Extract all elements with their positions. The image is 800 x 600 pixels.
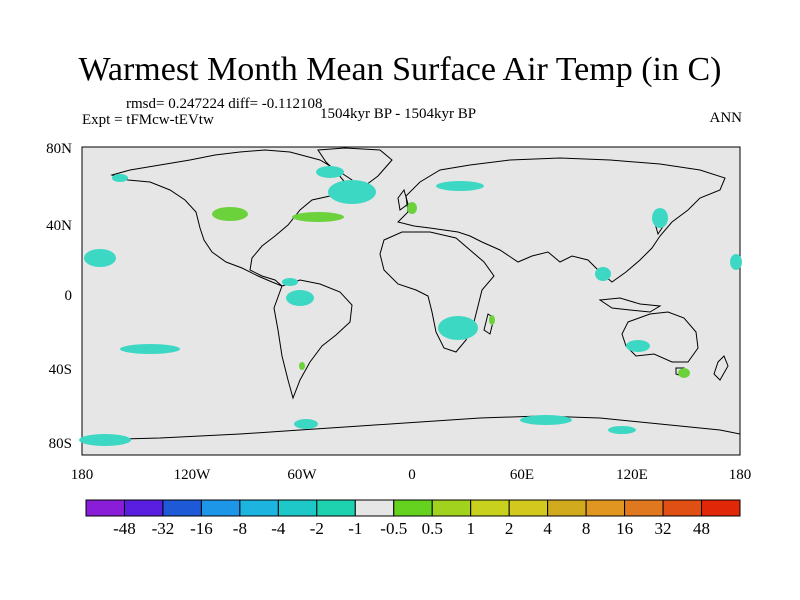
lon-tick-120w: 120W <box>173 467 211 483</box>
anomaly-patch-southern-ocean-mid <box>294 419 318 429</box>
colorbar-swatch-7 <box>354 499 395 517</box>
colorbar-label: 2 <box>504 519 514 538</box>
anomaly-patch-pacific-north <box>120 344 180 354</box>
lon-tick-0: 0 <box>408 467 416 483</box>
colorbar-label: -8 <box>232 519 247 538</box>
coastline-africa <box>379 231 495 353</box>
colorbar-swatch-1 <box>123 499 164 517</box>
colorbar-label: 8 <box>581 519 591 538</box>
coastline-north-america <box>110 149 353 287</box>
anomaly-patch-east-asia <box>652 208 668 228</box>
anomaly-patch-madagascar <box>489 315 495 325</box>
colorbar-swatch-3 <box>200 499 241 517</box>
experiment-line: Expt = tFMcw-tEVtw <box>82 112 214 128</box>
colorbar-swatch-0 <box>85 499 125 517</box>
colorbar-label: 0.5 <box>421 519 443 538</box>
lon-tick-60w: 60W <box>287 467 317 483</box>
colorbar-label: -1 <box>348 519 363 538</box>
anomaly-patch-tasmania <box>678 368 690 378</box>
anomaly-patch-australia <box>626 340 650 352</box>
colorbar-label: 32 <box>654 519 672 538</box>
stats-line: rmsd= 0.247224 diff= -0.112108 <box>126 96 323 112</box>
colorbar-label: 4 <box>543 519 552 538</box>
colorbar-swatch-11 <box>508 499 549 517</box>
anomaly-patch-southern-ocean-east <box>520 415 572 425</box>
lat-tick-80n: 80N <box>46 141 72 157</box>
coastlines <box>81 147 741 441</box>
colorbar-swatch-15 <box>662 499 703 517</box>
colorbar-label: -16 <box>190 519 213 538</box>
anomaly-patch-patagonia <box>299 362 305 370</box>
lat-tick-0: 0 <box>64 288 73 304</box>
colorbar-label: -32 <box>151 519 175 538</box>
lon-tick-60e: 60E <box>509 467 535 483</box>
colorbar <box>85 499 741 517</box>
anomaly-patches <box>79 166 742 446</box>
colorbar-label: 16 <box>616 519 634 538</box>
colorbar-label: -2 <box>309 519 324 538</box>
lat-tick-40n: 40N <box>46 218 72 234</box>
colorbar-swatch-14 <box>624 499 664 517</box>
colorbar-swatch-13 <box>585 499 626 517</box>
colorbar-swatch-8 <box>393 499 433 517</box>
anomaly-patch-alaska <box>112 174 128 182</box>
colorbar-swatch-5 <box>277 499 318 517</box>
coastline-indonesia <box>598 297 662 313</box>
anomaly-patch-north-america <box>212 207 248 221</box>
lat-tick-80s: 80S <box>48 436 72 452</box>
coastline-south-america <box>273 279 353 400</box>
colorbar-swatch-9 <box>431 499 472 517</box>
colorbar-label: 1 <box>466 519 475 538</box>
anomaly-patch-pacific-west <box>84 249 116 267</box>
anomaly-patch-southern-ocean-west <box>79 434 131 446</box>
lon-tick-120e: 120E <box>616 467 648 483</box>
anomaly-patch-south-china <box>595 267 611 281</box>
anomaly-patch-arctic-canada <box>316 166 344 178</box>
lon-tick-180e: 180 <box>728 467 752 483</box>
anomaly-patch-andes <box>282 278 298 286</box>
map-panel <box>81 146 741 456</box>
anomaly-patch-siberia <box>436 181 484 191</box>
anomaly-patch-amazon <box>286 290 314 306</box>
colorbar-swatch-2 <box>162 499 202 517</box>
colorbar-swatch-16 <box>701 499 741 517</box>
season-label: ANN <box>709 110 743 126</box>
coastline-new-zealand <box>713 355 729 381</box>
lat-tick-40s: 40S <box>48 362 72 378</box>
colorbar-label: 48 <box>693 519 711 538</box>
lon-tick-180w: 180 <box>70 467 94 483</box>
anomaly-patch-europe <box>407 202 417 214</box>
chart-title: Warmest Month Mean Surface Air Temp (in … <box>78 51 722 88</box>
colorbar-swatch-10 <box>470 499 510 517</box>
anomaly-patch-north-atlantic <box>292 212 344 222</box>
anomaly-patch-southern-ocean-far-east <box>608 426 636 434</box>
coastline-uk <box>397 188 409 211</box>
colorbar-swatch-4 <box>239 499 279 517</box>
period-line: 1504kyr BP - 1504kyr BP <box>320 106 477 122</box>
coastline-antarctica <box>81 415 741 441</box>
colorbar-swatch-12 <box>547 499 587 517</box>
anomaly-patch-southern-africa <box>438 316 478 340</box>
colorbar-swatch-6 <box>316 499 356 517</box>
anomaly-patch-pacific-east <box>730 254 742 270</box>
colorbar-label: -48 <box>113 519 136 538</box>
anomaly-patch-greenland-sea <box>328 180 376 204</box>
colorbar-label: -0.5 <box>380 519 408 538</box>
coastline-eurasia <box>397 157 726 283</box>
colorbar-label: -4 <box>271 519 286 538</box>
